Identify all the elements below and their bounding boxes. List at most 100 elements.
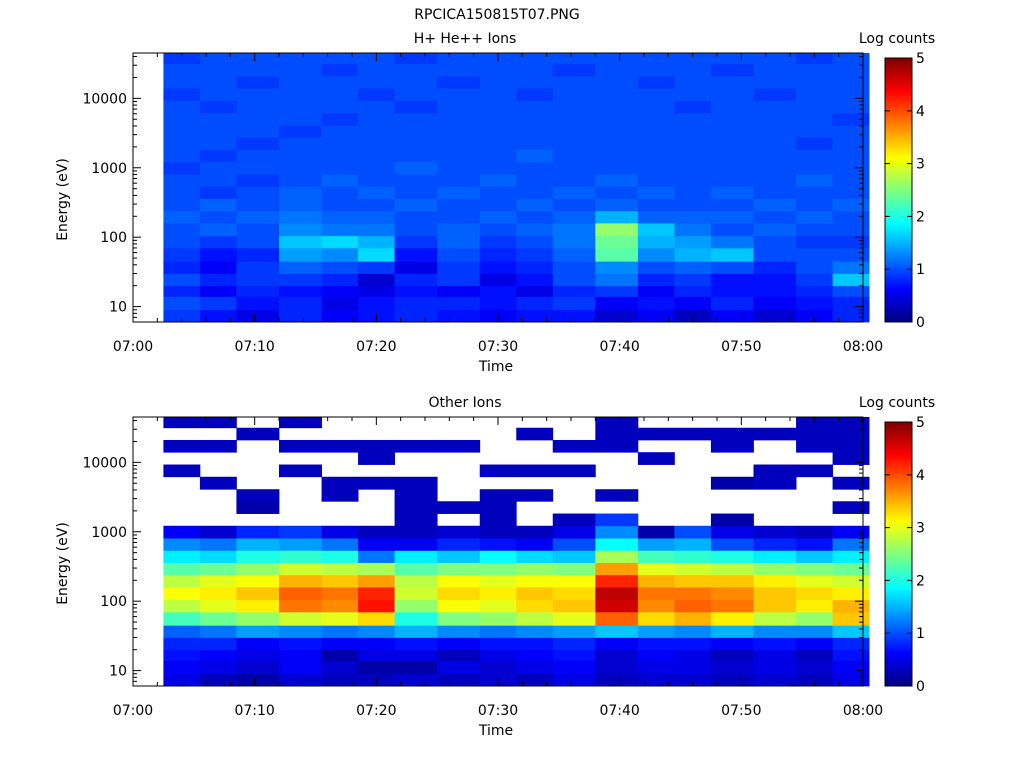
heatmap-cell [832, 75, 870, 89]
heatmap-cell [321, 611, 359, 626]
heatmap-cell [595, 649, 639, 661]
heatmap-cell [552, 599, 596, 613]
heatmap-cell [516, 210, 554, 224]
heatmap-cell [552, 112, 596, 126]
heatmap-cell [710, 649, 754, 661]
heatmap-cell [479, 75, 517, 89]
heatmap-cell [832, 210, 870, 224]
heatmap-cell [163, 673, 201, 687]
heatmap-cell [552, 125, 596, 138]
colorbar-segment [885, 494, 912, 498]
heatmap-cell [595, 599, 639, 613]
heatmap-cell [479, 649, 517, 661]
heatmap-cell [710, 550, 754, 563]
colorbar-tick-label: 5 [916, 415, 925, 431]
heatmap-cell [552, 574, 596, 588]
heatmap-cell [279, 174, 322, 187]
heatmap-cell [199, 550, 237, 563]
colorbar-segment [885, 218, 912, 222]
heatmap-cell [832, 63, 870, 77]
heatmap-cell [279, 538, 322, 551]
colorbar-segment [885, 280, 912, 283]
heatmap-cell [163, 247, 201, 262]
heatmap-cell [358, 198, 395, 212]
colorbar-segment [885, 183, 912, 187]
heatmap-cell [437, 611, 481, 626]
heatmap-cell [279, 273, 322, 287]
colorbar-segment [885, 560, 912, 564]
colorbar-segment [885, 82, 912, 85]
heatmap-cell [163, 125, 201, 138]
heatmap-cell [279, 247, 322, 262]
x-tick-label: 08:00 [843, 703, 883, 719]
colorbar-segment [885, 75, 912, 79]
heatmap-cell [394, 476, 438, 490]
colorbar-segment [885, 106, 912, 110]
colorbar-segment [885, 558, 912, 562]
heatmap-cell [832, 538, 870, 551]
heatmap-cell [832, 53, 870, 65]
heatmap-cell [199, 53, 237, 65]
heatmap-cell [394, 660, 438, 675]
colorbar-segment [885, 214, 912, 217]
heatmap-cell [637, 660, 675, 675]
colorbar-segment [885, 260, 912, 264]
heatmap-cell [637, 235, 675, 249]
heatmap-cell [358, 452, 395, 465]
heatmap-cell [163, 261, 201, 274]
colorbar-segment [885, 422, 912, 425]
heatmap-cell [437, 285, 481, 297]
colorbar-segment [885, 73, 912, 77]
heatmap-cell [279, 673, 322, 687]
heatmap-cell [437, 223, 481, 237]
colorbar-segment [885, 126, 912, 129]
colorbar-segment [885, 181, 912, 184]
heatmap-cell [279, 223, 322, 237]
colorbar-segment [885, 446, 912, 449]
heatmap-cell [358, 296, 395, 311]
heatmap-cell [479, 611, 517, 626]
heatmap-cell [358, 525, 395, 539]
heatmap-cell [674, 137, 712, 150]
heatmap-cell [163, 53, 201, 65]
heatmap-cell [595, 137, 639, 150]
heatmap-cell [394, 309, 438, 323]
heatmap-cell [479, 137, 517, 150]
heatmap-cell [437, 439, 481, 453]
heatmap-cell [358, 223, 395, 237]
y-axis-label: Energy (eV) [55, 522, 71, 605]
heatmap-cell [394, 223, 438, 237]
heatmap-cell [753, 235, 797, 249]
heatmap-cell [753, 285, 797, 297]
x-tick-label: 07:50 [721, 703, 761, 719]
heatmap-cell [163, 174, 201, 187]
heatmap-cell [199, 198, 237, 212]
heatmap-cell [358, 273, 395, 287]
colorbar-segment [885, 644, 912, 647]
colorbar-segment [885, 527, 912, 531]
heatmap-cell [163, 235, 201, 249]
heatmap-cell [358, 660, 395, 675]
y-tick-label: 10 [109, 300, 127, 316]
heatmap-cell [753, 476, 797, 490]
heatmap-cell [437, 660, 481, 675]
heatmap-cell [710, 476, 754, 490]
heatmap-cell [199, 186, 237, 199]
heatmap-cell [394, 525, 438, 539]
colorbar-tick-label: 3 [916, 157, 925, 173]
colorbar-segment [885, 485, 912, 489]
heatmap-cell [552, 309, 596, 323]
colorbar-segment [885, 108, 912, 112]
heatmap-cell [753, 88, 797, 101]
heatmap-cell [753, 161, 797, 175]
heatmap-cell [674, 587, 712, 601]
colorbar-segment [885, 69, 912, 72]
heatmap-cell [796, 649, 833, 661]
heatmap-cell [832, 198, 870, 212]
colorbar-segment [885, 650, 912, 654]
heatmap-cell [321, 637, 359, 651]
colorbar-tick-label: 2 [916, 209, 925, 225]
heatmap-cell [163, 88, 201, 101]
heatmap-cell [321, 75, 359, 89]
colorbar-segment [885, 66, 912, 70]
